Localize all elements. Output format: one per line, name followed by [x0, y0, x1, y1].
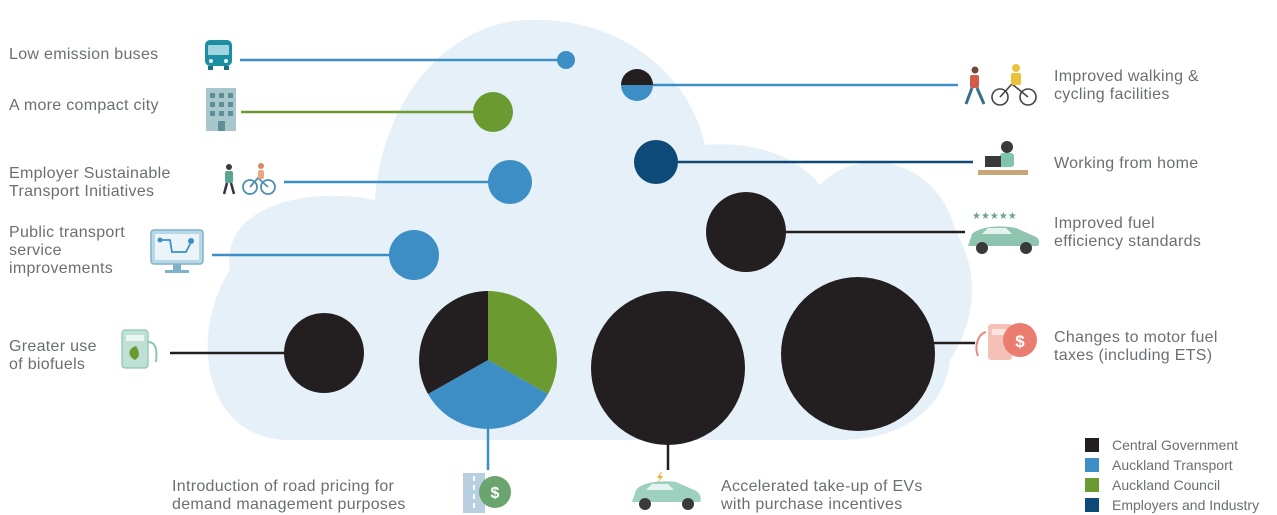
label-employer-initiatives: Employer Sustainable Transport Initiativ… — [9, 165, 171, 200]
legend-item-auckland-transport: Auckland Transport — [1085, 455, 1259, 475]
road-dollar-icon: $ — [463, 473, 511, 513]
cloud-shape — [207, 19, 972, 440]
legend: Central Government Auckland Transport Au… — [1085, 435, 1259, 515]
bubble-public-transport — [389, 230, 439, 280]
label-road-pricing: Introduction of road pricing for demand … — [172, 478, 406, 513]
fuel-pump-leaf-icon — [121, 329, 158, 369]
legend-label: Auckland Council — [1112, 477, 1221, 493]
label-walking-cycling: Improved walking & cycling facilities — [1054, 68, 1200, 103]
legend-item-auckland-council: Auckland Council — [1085, 475, 1259, 495]
legend-swatch — [1085, 458, 1099, 472]
svg-text:$: $ — [491, 485, 500, 502]
bubble-road-pricing — [419, 291, 557, 429]
rated-car-icon: ★★★★★ — [968, 211, 1040, 254]
desk-laptop-icon — [978, 141, 1028, 175]
svg-text:$: $ — [1015, 332, 1025, 351]
svg-text:★★★★★: ★★★★★ — [972, 211, 1017, 222]
monitor-route-icon — [150, 229, 204, 273]
electric-car-icon — [632, 472, 701, 510]
legend-label: Employers and Industry — [1112, 497, 1260, 513]
bubble-biofuels — [284, 313, 364, 393]
bubble-fuel-efficiency — [706, 192, 786, 272]
bubble-ev-incentives — [591, 291, 745, 445]
bubble-employer-initiatives — [488, 160, 532, 204]
building-icon — [206, 88, 236, 131]
legend-item-employers-industry: Employers and Industry — [1085, 495, 1259, 515]
label-public-transport: Public transport service improvements — [9, 224, 125, 277]
label-compact-city: A more compact city — [9, 97, 159, 114]
pedestrian-cyclist-icon — [964, 64, 1037, 106]
legend-item-central-government: Central Government — [1085, 435, 1259, 455]
legend-swatch — [1085, 438, 1099, 452]
label-low-emission-buses: Low emission buses — [9, 46, 159, 63]
label-motor-fuel-taxes: Changes to motor fuel taxes (including E… — [1054, 329, 1218, 364]
bubble-walking-cycling — [621, 69, 653, 101]
legend-swatch — [1085, 498, 1099, 512]
label-biofuels: Greater use of biofuels — [9, 338, 97, 373]
bubble-low-emission-buses — [557, 51, 575, 69]
fuel-pump-dollar-icon: $ — [975, 323, 1037, 360]
bubble-working-from-home — [634, 140, 678, 184]
legend-swatch — [1085, 478, 1099, 492]
legend-label: Auckland Transport — [1112, 457, 1233, 473]
legend-label: Central Government — [1112, 437, 1239, 453]
bus-icon — [205, 40, 232, 70]
label-ev-incentives: Accelerated take-up of EVs with purchase… — [721, 478, 923, 513]
label-fuel-efficiency: Improved fuel efficiency standards — [1054, 215, 1202, 250]
bubble-compact-city — [473, 92, 513, 132]
walk-cycle-icon — [222, 163, 276, 195]
bubble-motor-fuel-taxes — [781, 277, 935, 431]
label-working-from-home: Working from home — [1054, 155, 1199, 172]
